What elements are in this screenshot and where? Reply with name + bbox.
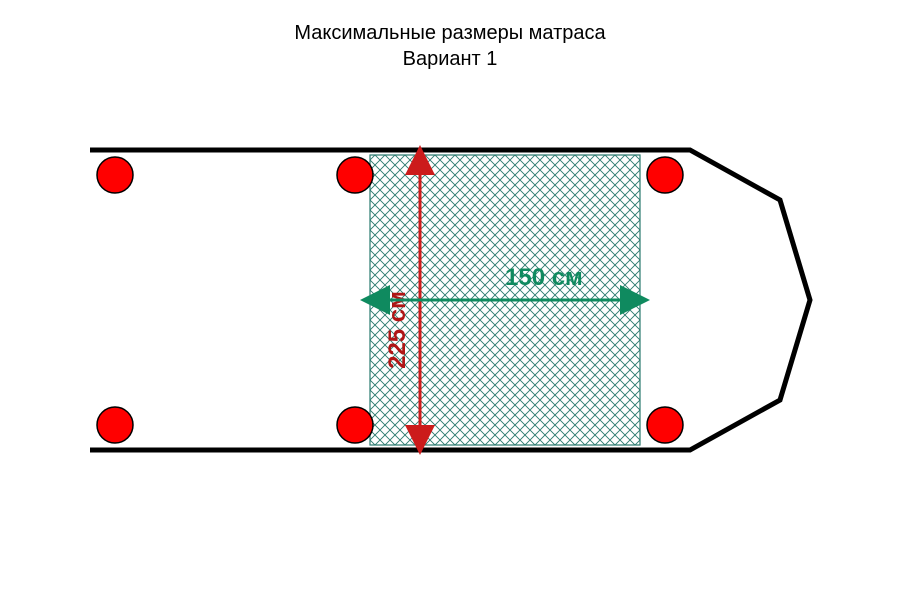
height-label: 225 см — [384, 291, 411, 369]
support-circle — [97, 407, 133, 443]
diagram-svg: 225 см 150 см — [0, 0, 900, 600]
support-circle — [337, 157, 373, 193]
support-circle — [647, 407, 683, 443]
support-circle — [97, 157, 133, 193]
support-circle — [337, 407, 373, 443]
support-circle — [647, 157, 683, 193]
width-label: 150 см — [505, 264, 583, 291]
